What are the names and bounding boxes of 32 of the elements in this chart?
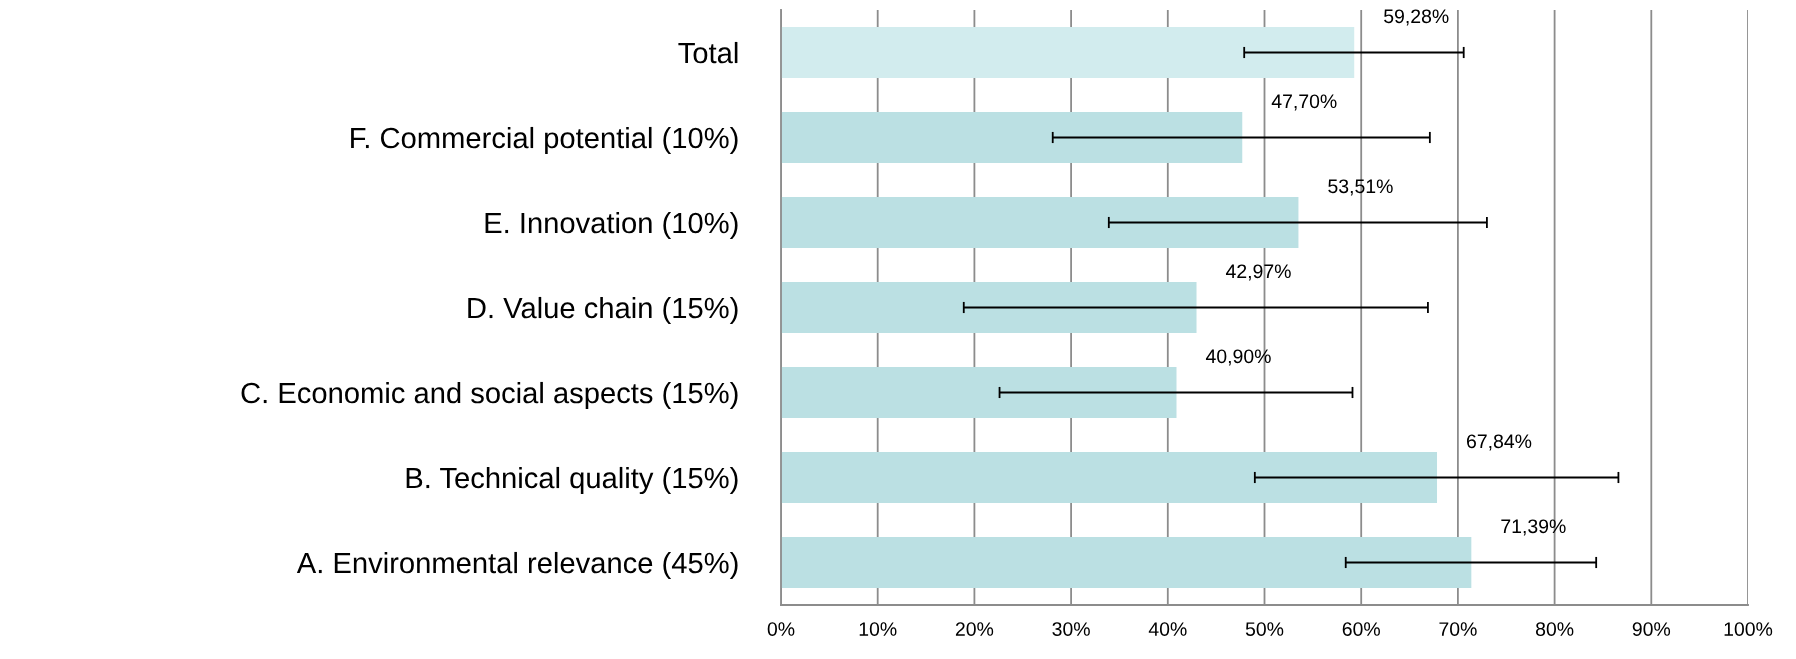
data-label: 53,51% <box>1328 179 1393 196</box>
x-tick-label: 70% <box>1439 622 1477 636</box>
x-tick-label: 50% <box>1245 622 1284 636</box>
bar <box>781 197 1299 248</box>
data-label: 42,97% <box>1225 264 1291 281</box>
data-label: 47,70% <box>1271 94 1337 111</box>
data-label: 71,39% <box>1501 519 1566 536</box>
x-tick-label: 10% <box>859 622 897 636</box>
y-tick-label: A. Environmental relevance (45%) <box>296 551 738 580</box>
data-label: 59,28% <box>1384 9 1449 26</box>
x-tick-label: 60% <box>1342 622 1380 636</box>
y-tick-label: F. Commercial potential (10%) <box>351 126 738 155</box>
x-tick-label: 40% <box>1148 622 1187 636</box>
bar <box>781 27 1355 78</box>
bar <box>781 537 1472 588</box>
data-label: 40,90% <box>1205 349 1271 366</box>
x-tick-label: 0% <box>767 622 795 636</box>
data-label: 67,84% <box>1467 434 1532 451</box>
bar <box>781 282 1197 333</box>
x-tick-label: 20% <box>955 622 994 636</box>
y-tick-label: Total <box>678 41 738 64</box>
y-tick-label: E. Innovation (10%) <box>485 211 738 240</box>
bar <box>781 112 1243 163</box>
y-tick-label: B. Technical quality (15%) <box>406 466 738 495</box>
bar <box>781 452 1438 503</box>
bar <box>781 367 1177 418</box>
x-tick-label: 100% <box>1724 622 1773 636</box>
y-tick-label: D. Value chain (15%) <box>468 296 738 325</box>
x-tick-label: 80% <box>1535 622 1574 636</box>
x-tick-label: 90% <box>1632 622 1671 636</box>
x-tick-label: 30% <box>1052 622 1090 636</box>
y-tick-label: C. Economic and social aspects (15%) <box>241 381 738 410</box>
